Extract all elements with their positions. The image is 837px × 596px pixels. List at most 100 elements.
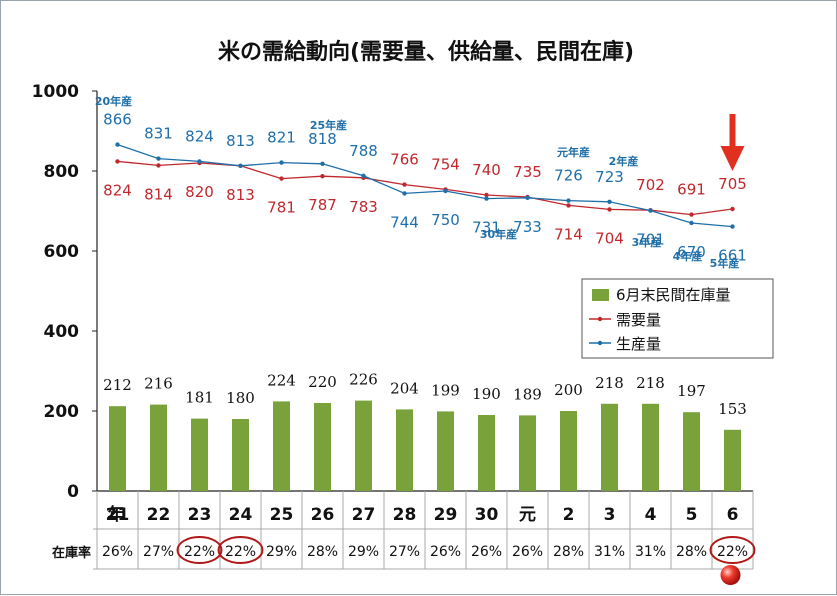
bar [683,412,700,491]
series-point [607,207,612,212]
production-value-label: 831 [144,125,173,143]
series-point [115,142,120,147]
demand-value-label: 824 [103,181,132,199]
bar [560,411,577,491]
legend-label: 生産量 [616,335,661,353]
production-value-label: 813 [226,132,255,150]
bar [191,418,208,491]
bar-value-label: 218 [636,374,665,392]
series-point [525,195,530,200]
production-value-label: 723 [595,168,624,186]
chart-title: 米の需給動向(需要量、供給量、民間在庫) [218,39,634,65]
stock-rate-value: 22% [717,544,748,560]
series-point [689,220,694,226]
x-tick-label: 25 [270,505,294,525]
x-tick-label: 2 [563,505,575,525]
stock-rate-value: 22% [184,544,215,560]
crop-year-annotation: 2年産 [609,154,639,168]
stock-rate-value: 26% [430,544,461,560]
legend-box [581,278,774,359]
demand-value-label: 783 [349,198,378,216]
series-point [484,196,489,201]
series-line [117,160,733,216]
bar [232,419,249,491]
x-tick-label: 元 [519,505,536,525]
crop-year-annotation: 元年産 [557,145,590,159]
demand-value-label: 820 [185,183,214,201]
series-point [443,188,448,194]
bar-value-label: 189 [513,385,542,403]
crop-year-annotation: 3年産 [632,235,662,249]
demand-value-label: 705 [718,175,747,193]
bar-value-label: 218 [595,374,624,392]
series-point [484,192,489,198]
stock-rate-value: 26% [471,544,502,560]
crop-year-annotation: 5年産 [710,256,740,270]
demand-value-label: 735 [513,163,542,181]
production-value-label: 821 [267,129,296,147]
x-tick-label: 6 [727,505,739,525]
x-tick-label: 22 [147,505,171,525]
demand-value-label: 814 [144,185,173,203]
bar [314,403,331,491]
crop-year-annotation: 4年産 [673,249,703,263]
x-tick-label: 27 [352,505,376,525]
series-point [279,176,284,181]
series-point [689,212,694,217]
stock-rate-value: 27% [389,544,420,560]
series-point [197,159,202,164]
bar [519,415,536,491]
production-value-label: 701 [636,231,665,249]
demand-value-label: 766 [390,151,419,169]
series-point [156,163,161,168]
red-ball-marker [720,565,741,585]
bar-value-label: 180 [226,389,255,407]
production-value-label: 818 [308,130,337,148]
bar-value-label: 204 [390,379,419,397]
production-value-label: 788 [349,142,378,160]
production-value-label: 866 [103,111,132,129]
y-tick-label: 400 [44,322,80,342]
x-row-label: 年 [108,504,125,525]
production-value-label: 824 [185,127,214,145]
x-tick-label: 5 [686,505,698,525]
stock-rate-value: 27% [143,544,174,560]
series-point [566,198,571,203]
bar-value-label: 200 [554,381,583,399]
bar-value-label: 220 [308,373,337,391]
bar-value-label: 226 [349,371,378,389]
x-tick-label: 21 [106,505,130,525]
bar-value-label: 181 [185,389,214,407]
stock-rate-highlight-circle [176,536,223,564]
legend-swatch-production-point [597,340,603,346]
bar-value-label: 199 [431,381,460,399]
stock-rate-value: 29% [348,544,379,560]
demand-value-label: 714 [554,225,583,243]
x-tick-label: 30 [475,505,499,525]
demand-value-label: 754 [431,155,460,173]
x-tick-label: 24 [229,505,253,525]
bar [396,409,413,491]
demand-value-label: 787 [308,196,337,214]
x-tick-label: 28 [393,505,417,525]
series-point [648,208,653,213]
stock-rate-value: 28% [553,544,584,560]
stock-rate-value: 28% [307,544,338,560]
y-tick-label: 200 [44,402,80,422]
production-value-label: 726 [554,167,583,185]
series-point [402,191,407,196]
production-value-label: 670 [677,243,706,261]
demand-value-label: 781 [267,199,296,217]
series-point [115,159,120,164]
stock-rate-value: 28% [676,544,707,560]
series-point [320,174,325,179]
demand-value-label: 704 [595,229,624,247]
legend-swatch-demand-point [597,316,603,322]
series-point [730,224,735,229]
legend-label: 6月末民間在庫量 [616,286,731,304]
bar [478,415,495,491]
series-point [402,182,407,187]
